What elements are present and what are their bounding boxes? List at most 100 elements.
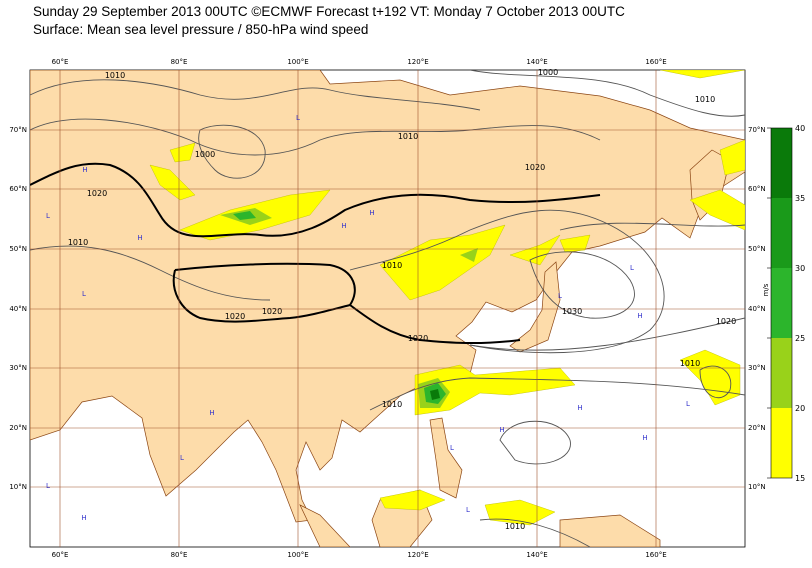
pressure-centre: L [180,454,184,462]
map-body [30,70,745,547]
lon-label: 120°E [407,551,428,559]
lat-label: 40°N [9,305,27,313]
lat-label: 30°N [748,364,766,372]
lon-label: 80°E [171,551,188,559]
wind-area [379,489,446,511]
colorbar-swatch [771,128,792,198]
pressure-centre: H [82,166,87,174]
isobar-label: 1020 [716,317,736,326]
lat-label: 70°N [748,126,766,134]
title: Sunday 29 September 2013 00UTC ©ECMWF Fo… [33,4,625,19]
isobar-label: 1010 [382,261,402,270]
isobar-thick [174,262,521,345]
pressure-centre: H [369,209,374,217]
isobar-label: 1000 [195,150,215,159]
wind-area [430,389,440,400]
wind-area [719,139,745,176]
lat-label: 30°N [9,364,27,372]
isobar-label: 1010 [382,400,402,409]
isobar-label: 1020 [87,189,107,198]
pressure-centre: L [450,444,454,452]
colorbar-tick-label: 35 [795,194,805,203]
isobar [30,245,271,301]
lat-label: 70°N [9,126,27,134]
pressure-centre: H [499,426,504,434]
isobar [499,420,571,465]
pressure-centre: H [209,409,214,417]
lon-label: 60°E [52,551,69,559]
lon-label: 100°E [287,58,308,66]
isobar [30,118,601,156]
pressure-centre: L [46,212,50,220]
isobar-label: 1000 [538,68,558,77]
isobar-label: 1030 [562,307,582,316]
wind-area [149,164,196,201]
lat-label: 50°N [9,245,27,253]
isobar [469,317,745,351]
isobar [699,365,732,399]
colorbar-swatch [771,338,792,408]
graticule: 60°E 60°E 80°E 80°E 100°E 100°E 120°E 120°E 140°… [9,58,765,559]
pressure-centre: L [686,400,690,408]
land-philippines [429,417,463,499]
lat-label: 20°N [748,424,766,432]
lon-label: 100°E [287,551,308,559]
pressure-centre: H [637,312,642,320]
pressure-centre: L [558,292,562,300]
isobar-label: 1010 [68,238,88,247]
pressure-centre: H [577,404,582,412]
isobar [559,222,745,231]
wind-area [233,211,256,220]
colorbar-tick-label: 40 [795,124,805,133]
lat-label: 60°N [9,185,27,193]
lat-label: 40°N [748,305,766,313]
wind-area [414,364,576,416]
isobar-label: 1010 [398,132,418,141]
wind-area [679,349,741,406]
isobar [349,209,665,354]
colorbar-unit: m/s [762,283,770,296]
lon-label: 60°E [52,58,69,66]
land-newguinea [559,514,661,547]
isobar [529,251,635,319]
pressure-centre: H [81,514,86,522]
lon-label: 140°E [526,551,547,559]
pressure-centre: L [82,290,86,298]
wind-area [169,142,196,163]
lat-label: 60°N [748,185,766,193]
isobar-label: 1020 [525,163,545,172]
lat-label: 20°N [9,424,27,432]
pressure-centre: L [630,264,634,272]
pressure-centre: H [642,434,647,442]
isobar-label: 1020 [262,307,282,316]
lat-label: 50°N [748,245,766,253]
isobar [479,518,591,547]
wind-area [659,70,745,79]
isobar-thick [30,162,601,238]
isobar-label: 1010 [505,522,525,531]
colorbar-swatch [771,268,792,338]
pressure-centre: L [296,114,300,122]
colorbar-swatch [771,408,792,478]
isobar [198,124,266,179]
pressure-centre: H [341,222,346,230]
isobar-thick [172,269,351,323]
isobars [30,70,745,547]
wind-area [460,248,478,262]
lon-label: 140°E [526,58,547,66]
lat-label: 10°N [748,483,766,491]
lat-label: 10°N [9,483,27,491]
isobar-label: 1010 [105,71,125,80]
isobar-label: 1020 [408,334,428,343]
colorbar: 15 20 25 30 35 40 m/s [762,124,805,483]
isobar-label: 1010 [680,359,700,368]
isobar [469,70,745,117]
map-labels: 1010 1000 1010 1010 1000 1020 1020 1010 1010 1030… [46,68,736,531]
wind-area [379,224,506,301]
isobar [369,377,745,411]
land-sumatra [299,504,351,547]
subtitle: Surface: Mean sea level pressure / 850-h… [33,22,369,37]
wind-area [509,234,561,266]
colorbar-frame [770,127,793,479]
